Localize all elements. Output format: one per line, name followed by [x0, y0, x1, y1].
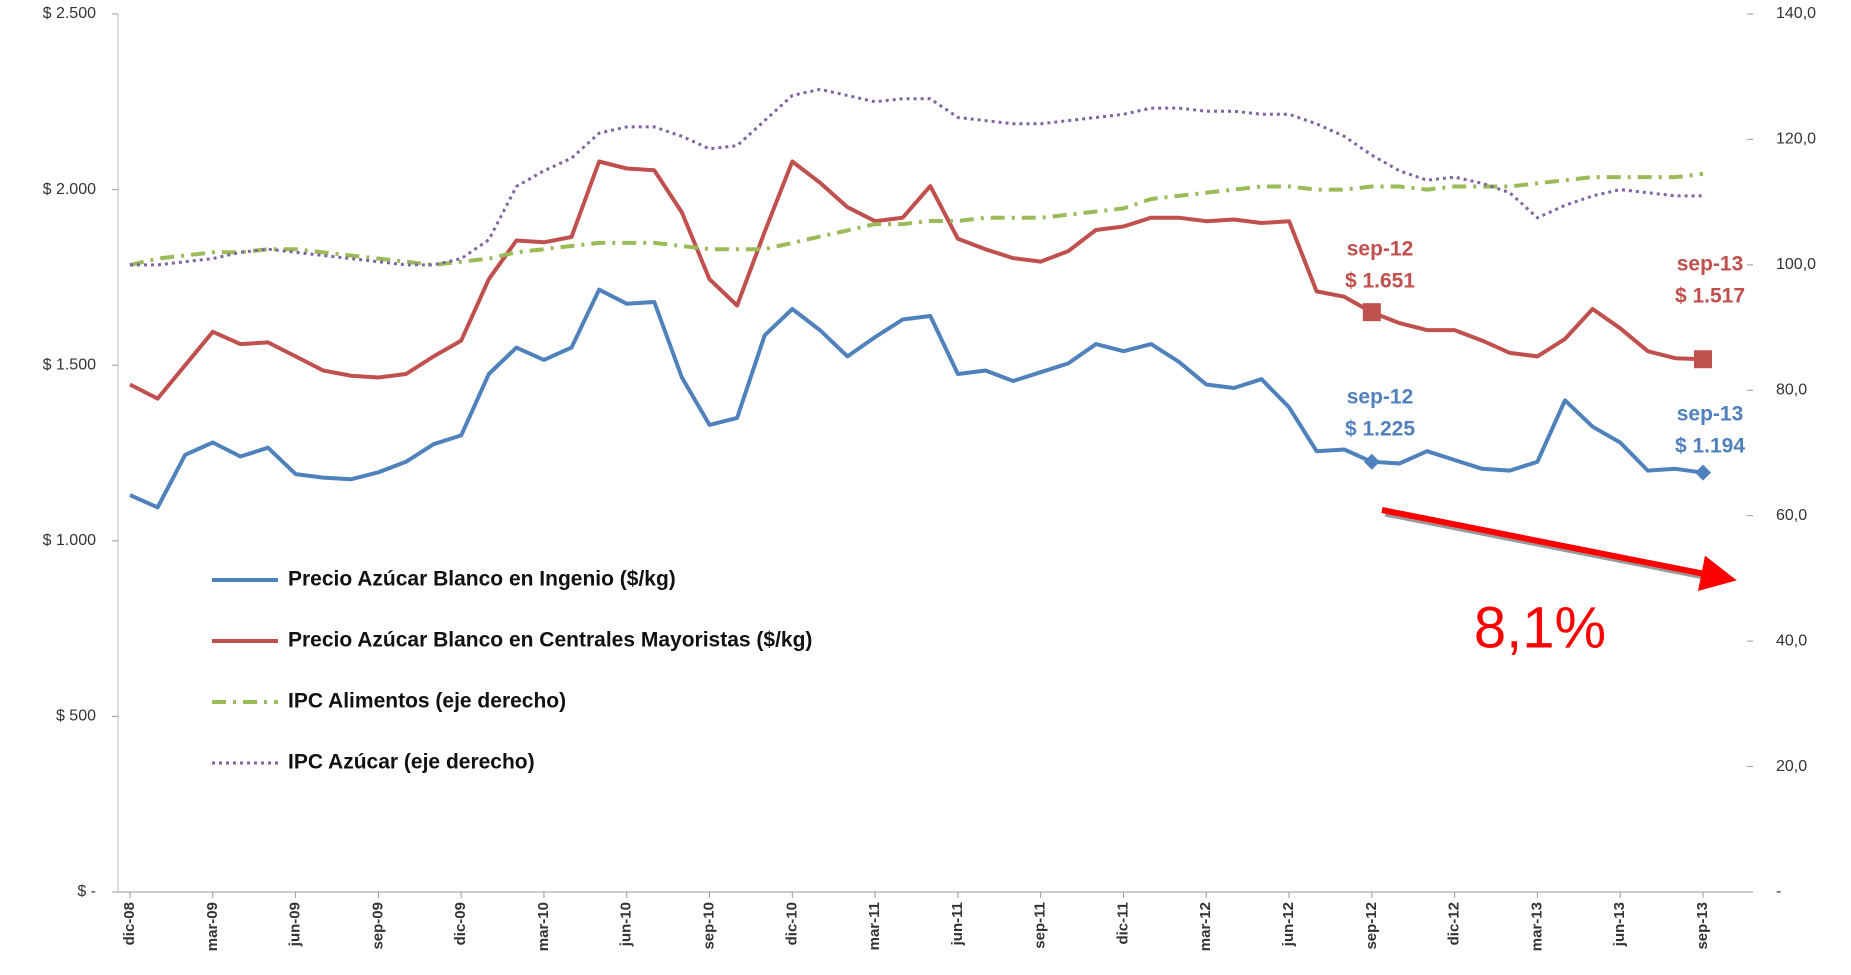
- x-tick-label: dic-08: [121, 902, 138, 945]
- x-tick-label: mar-11: [866, 902, 883, 950]
- x-tick-label: sep-09: [369, 902, 386, 950]
- y2-tick-label: 40,0: [1776, 632, 1807, 649]
- x-tick-label: dic-11: [1114, 902, 1131, 945]
- y-tick-label: $ -: [77, 883, 96, 900]
- x-tick-label: sep-10: [700, 902, 717, 950]
- annotation: sep-12: [1347, 238, 1414, 261]
- y2-tick-label: 60,0: [1776, 507, 1807, 524]
- y-tick-label: $ 2.000: [43, 181, 96, 198]
- y-tick-label: $ 1.500: [43, 356, 96, 373]
- legend-label: IPC Alimentos (eje derecho): [288, 690, 566, 713]
- x-tick-label: jun-12: [1280, 902, 1297, 947]
- y2-tick-label: 20,0: [1776, 758, 1807, 775]
- x-tick-label: jun-09: [287, 902, 304, 947]
- annotation: $ 1.651: [1345, 270, 1415, 293]
- x-tick-label: dic-09: [452, 902, 469, 945]
- annotation: sep-12: [1347, 386, 1414, 409]
- legend-label: Precio Azúcar Blanco en Ingenio ($/kg): [288, 568, 676, 591]
- legend-label: IPC Azúcar (eje derecho): [288, 751, 535, 774]
- x-tick-label: mar-12: [1197, 902, 1214, 951]
- annotation: $ 1.225: [1345, 418, 1415, 441]
- series-line: [129, 287, 1704, 510]
- series-line: [129, 159, 1704, 401]
- x-tick-label: jun-13: [1611, 902, 1628, 947]
- series-line: [129, 171, 1704, 267]
- arrow-shadow: [1384, 513, 1725, 584]
- point-marker: [1363, 453, 1380, 470]
- x-tick-label: sep-11: [1032, 902, 1049, 949]
- x-tick-label: dic-10: [783, 902, 800, 945]
- x-tick-label: sep-13: [1694, 902, 1711, 950]
- x-tick-label: mar-09: [204, 902, 221, 951]
- x-tick-label: mar-10: [535, 902, 552, 951]
- series-line: [130, 87, 1703, 267]
- x-tick-label: mar-13: [1528, 902, 1545, 951]
- y2-tick-label: 80,0: [1776, 382, 1807, 399]
- y2-tick-label: 100,0: [1776, 256, 1816, 273]
- annotation: sep-13: [1677, 403, 1744, 426]
- y2-tick-label: -: [1776, 883, 1781, 900]
- annotation: $ 1.194: [1675, 435, 1745, 458]
- annotation: $ 1.517: [1675, 285, 1745, 308]
- x-tick-label: sep-12: [1363, 902, 1380, 950]
- x-tick-label: jun-10: [618, 902, 635, 947]
- point-marker: [1694, 350, 1712, 369]
- point-marker: [1362, 303, 1381, 322]
- trend-arrow: [1381, 507, 1737, 591]
- y-tick-label: $ 1.000: [43, 532, 96, 549]
- x-tick-label: dic-12: [1446, 902, 1463, 945]
- annotation: sep-13: [1677, 253, 1744, 276]
- x-tick-label: jun-11: [949, 902, 966, 946]
- legend-label: Precio Azúcar Blanco en Centrales Mayori…: [288, 629, 812, 652]
- point-marker: [1695, 464, 1711, 481]
- y2-tick-label: 120,0: [1776, 131, 1816, 148]
- y-tick-label: $ 2.500: [43, 5, 96, 22]
- change-label: 8,1%: [1474, 595, 1606, 660]
- y-tick-label: $ 500: [56, 708, 96, 725]
- y2-tick-label: 140,0: [1776, 5, 1816, 22]
